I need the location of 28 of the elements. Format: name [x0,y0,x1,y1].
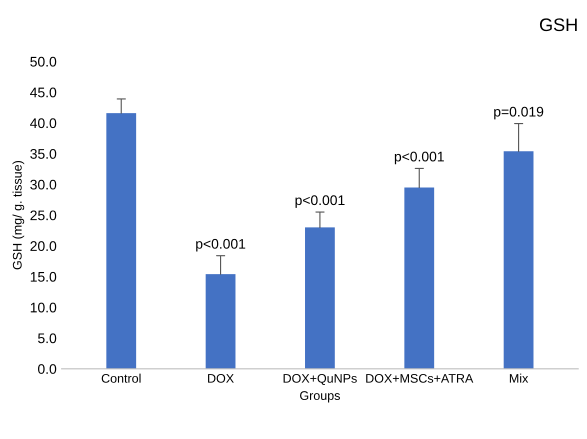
y-tick-label: 5.0 [38,333,56,344]
x-tick-label: Control [102,374,141,383]
annotation: p<0.001 [196,238,246,252]
bar [504,151,534,369]
y-tick-label: 25.0 [30,210,56,220]
x-tick-label: DOX+QuNPs [284,374,357,386]
bar [404,187,434,369]
x-tick-label: DOX [208,374,234,383]
y-tick-label: 35.0 [30,148,56,159]
bar [206,274,236,369]
y-axis-title: GSH (mg/ g. tissue) [12,161,24,270]
y-tick-label: 15.0 [30,272,56,282]
annotation: p=0.019 [494,106,544,120]
bar [305,227,335,369]
x-tick-label: Mix [510,374,528,383]
annotation: p<0.001 [296,195,345,208]
y-tick-label: 50.0 [30,56,56,67]
y-tick-label: 40.0 [30,118,56,128]
bar [106,113,136,369]
y-tick-label: 20.0 [30,241,56,252]
y-tick-label: 30.0 [30,180,56,190]
y-tick-label: 0.0 [38,364,56,374]
chart-title: GSH [540,18,577,32]
x-tick-label: DOX+MSCs+ATRA [366,374,474,383]
y-tick-label: 10.0 [30,302,56,312]
annotation: p<0.001 [394,152,444,164]
x-axis-title: Groups [300,391,340,402]
y-tick-label: 45.0 [30,88,56,98]
